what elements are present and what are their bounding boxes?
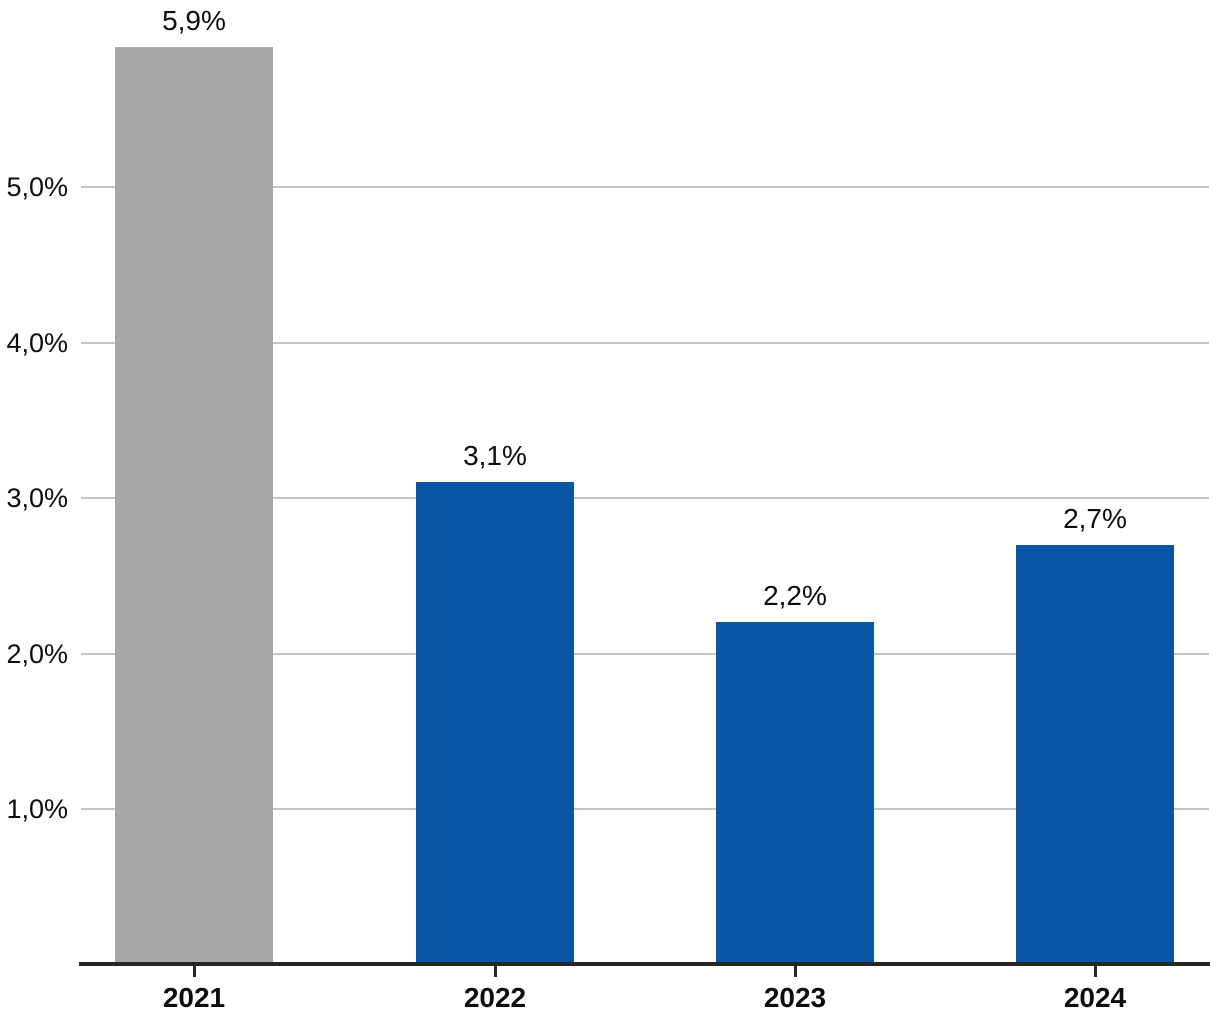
- y-axis-tick-label: 2,0%: [6, 638, 68, 669]
- x-axis-tick-label: 2024: [1063, 982, 1127, 1013]
- bar-value-label: 3,1%: [463, 440, 527, 472]
- bar-2022: [416, 482, 574, 965]
- gridline-5,0%: [81, 186, 1209, 188]
- gridline-4,0%: [81, 341, 1209, 344]
- x-axis-tick-label: 2023: [763, 982, 827, 1013]
- y-axis-tick-label: 4,0%: [6, 327, 68, 358]
- bar-value-label: 2,2%: [763, 580, 827, 612]
- bar-2021: [115, 47, 273, 965]
- bar-2024: [1016, 544, 1174, 965]
- y-axis-tick-label: 3,0%: [6, 483, 68, 513]
- bar-value-label: 5,9%: [162, 5, 226, 37]
- x-axis-tick: [493, 966, 497, 977]
- bar-value-label: 2,7%: [1063, 502, 1127, 534]
- x-axis-tick-label: 2022: [463, 982, 527, 1013]
- x-axis-tick: [793, 966, 797, 977]
- gridline-3,0%: [81, 497, 1209, 499]
- y-axis-tick-label: 5,0%: [6, 172, 68, 202]
- gridline-1,0%: [81, 808, 1209, 810]
- bar-2023: [716, 622, 874, 965]
- y-axis-tick-label: 1,0%: [6, 794, 68, 824]
- x-axis-tick: [1093, 966, 1097, 977]
- x-axis-line: [79, 962, 1210, 966]
- gridline-2,0%: [81, 652, 1209, 655]
- x-axis-tick: [192, 966, 196, 977]
- x-axis-tick-label: 2021: [162, 982, 226, 1013]
